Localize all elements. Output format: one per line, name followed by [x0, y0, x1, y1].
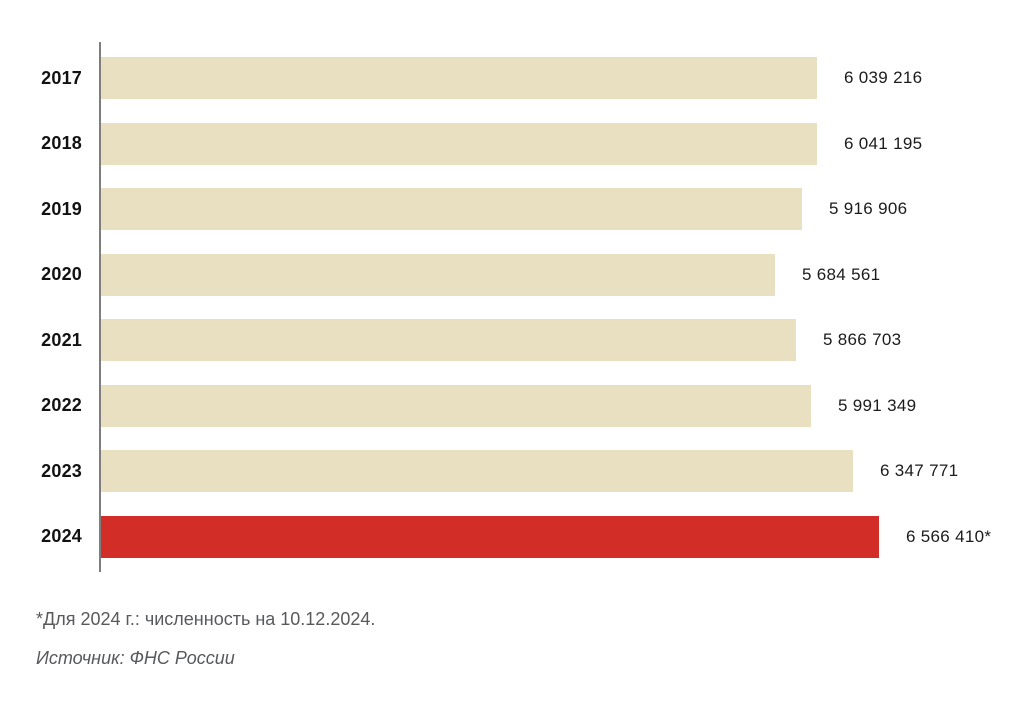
bar-row-2019: 2019 5 916 906 [0, 188, 1024, 230]
value-label: 6 566 410* [906, 526, 992, 546]
bar-chart: 2017 6 039 216 2018 6 041 195 2019 5 916… [0, 42, 1024, 572]
bar-row-2021: 2021 5 866 703 [0, 319, 1024, 361]
year-label: 2020 [41, 264, 82, 284]
year-label: 2022 [41, 395, 82, 415]
bar-2021 [101, 319, 796, 361]
bar-row-2017: 2017 6 039 216 [0, 57, 1024, 99]
value-label: 6 041 195 [844, 133, 923, 153]
footnote-asterisk: *Для 2024 г.: численность на 10.12.2024. [36, 609, 376, 629]
value-label: 5 866 703 [823, 330, 902, 349]
bar-2020 [101, 253, 775, 296]
y-axis-line [99, 42, 101, 572]
bar-2019 [101, 188, 802, 230]
chart-rows: 2017 6 039 216 2018 6 041 195 2019 5 916… [0, 57, 1024, 558]
year-label: 2019 [41, 198, 82, 219]
footnote-source: Источник: ФНС России [36, 648, 235, 668]
bar-2017 [101, 57, 817, 99]
year-label: 2018 [41, 133, 82, 153]
bar-row-2023: 2023 6 347 771 [0, 450, 1024, 492]
bar-2024-highlighted [101, 515, 879, 558]
value-label: 5 916 906 [829, 199, 908, 218]
footnotes: *Для 2024 г.: численность на 10.12.2024.… [36, 608, 375, 669]
bar-2022 [101, 384, 811, 427]
year-label: 2021 [41, 329, 82, 350]
bar-row-2018: 2018 6 041 195 [0, 122, 1024, 165]
value-label: 6 039 216 [844, 68, 923, 87]
year-label: 2023 [41, 460, 82, 481]
year-label: 2017 [41, 67, 82, 88]
value-label: 6 347 771 [880, 461, 959, 480]
year-label: 2024 [41, 526, 82, 546]
bar-row-2022: 2022 5 991 349 [0, 384, 1024, 427]
bar-row-2024: 2024 6 566 410* [0, 515, 1024, 558]
value-label: 5 991 349 [838, 395, 917, 415]
bar-2018 [101, 122, 817, 165]
bar-2023 [101, 450, 853, 492]
bar-row-2020: 2020 5 684 561 [0, 253, 1024, 296]
value-label: 5 684 561 [802, 264, 881, 284]
